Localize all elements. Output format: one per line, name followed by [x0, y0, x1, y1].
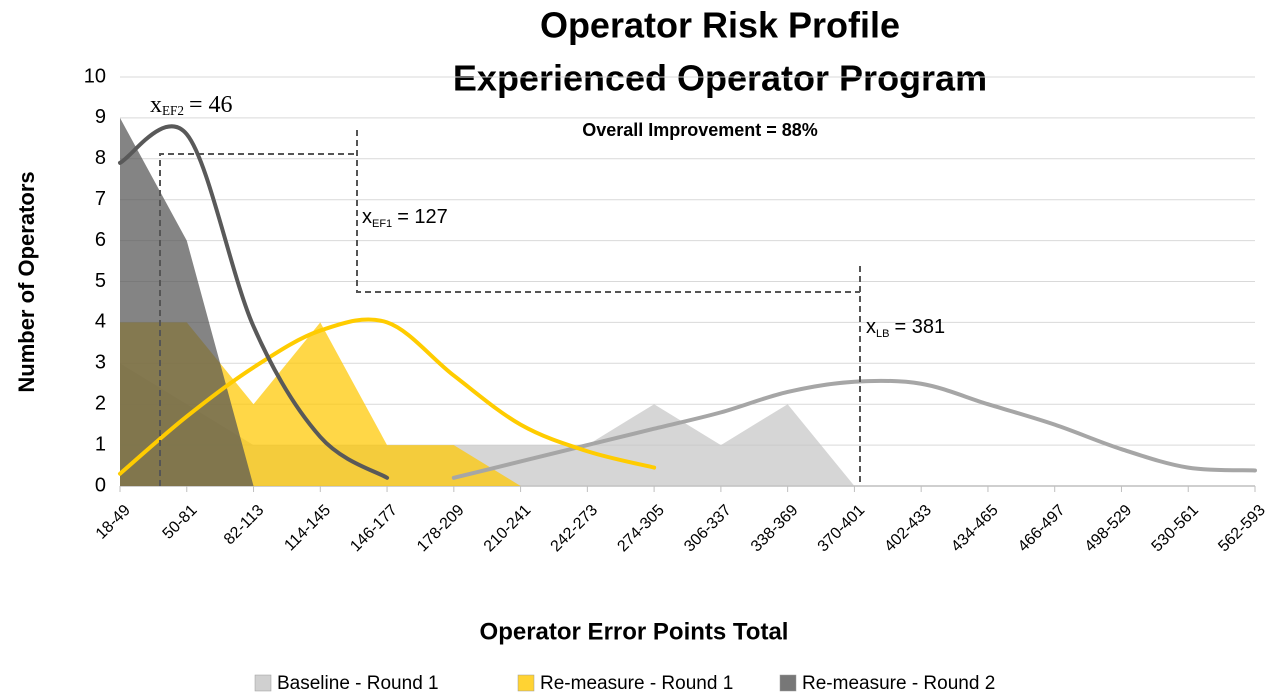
annotation-sub: LB: [876, 328, 889, 340]
x-tick-label: 466-497: [1015, 502, 1069, 556]
x-tick-label: 178-209: [414, 502, 468, 556]
annotation-text: = 46: [189, 92, 233, 118]
fit-curve: [118, 124, 390, 480]
annotation-symbol: x: [150, 92, 162, 118]
x-tick-label: 274-305: [614, 502, 668, 556]
legend-swatch: [779, 674, 797, 692]
x-axis-label: Operator Error Points Total: [480, 618, 789, 645]
dashed-line: [356, 130, 860, 293]
x-tick-label: 82-113: [221, 502, 267, 548]
area: [120, 117, 1255, 487]
x-tick-label: 146-177: [347, 502, 401, 556]
y-tick-label: 0: [95, 474, 106, 496]
legend-label: Re-measure - Round 1: [540, 673, 733, 694]
chart-title: Operator Risk Profile: [540, 5, 900, 46]
x-tick-label: 50-81: [160, 502, 201, 543]
legend-swatch: [517, 674, 535, 692]
x-tick-label: 370-401: [815, 502, 869, 556]
annotation-sub: EF1: [372, 218, 392, 230]
annotation-text: = 381: [894, 316, 945, 338]
annotation-symbol: x: [866, 316, 876, 338]
y-tick-label: 1: [95, 433, 106, 455]
x-tick-label: 242-273: [548, 502, 602, 556]
legend-label: Re-measure - Round 2: [802, 673, 995, 694]
y-axis-label: Number of Operators: [14, 171, 39, 392]
dashed-line: [159, 153, 357, 486]
annotation-text: = 127: [397, 206, 448, 228]
legend-label: Baseline - Round 1: [277, 673, 439, 694]
chart-subtitle: Experienced Operator Program: [453, 58, 987, 99]
x-tick-label: 402-433: [881, 502, 935, 556]
area: [120, 322, 1255, 486]
annotation-symbol: x: [362, 206, 372, 228]
x-tick-label: 18-49: [93, 502, 134, 543]
x-tick-label: 530-561: [1149, 502, 1203, 556]
chart-note: Overall Improvement = 88%: [582, 120, 818, 140]
legend-swatch: [254, 674, 272, 692]
fit-curve: [451, 378, 1257, 480]
y-tick-label: 6: [95, 229, 106, 251]
y-tick-label: 3: [95, 352, 106, 374]
plot-area: [118, 76, 1257, 492]
y-tick-label: 9: [95, 106, 106, 128]
legend: Baseline - Round 1 Re-measure - Round 1 Re…: [254, 673, 995, 694]
annotation: xEF2 = 46: [150, 92, 233, 119]
y-tick-label: 2: [95, 392, 106, 414]
x-tick-label: 434-465: [948, 502, 1002, 556]
y-tick-label: 5: [95, 270, 106, 292]
fit-curve: [118, 317, 657, 476]
y-tick-label: 8: [95, 147, 106, 169]
x-tick-label: 210-241: [481, 502, 535, 556]
annotation: xLB = 381: [866, 316, 945, 340]
y-tick-label: 7: [95, 188, 106, 210]
annotation: xEF1 = 127: [362, 206, 448, 230]
x-tick-label: 562-593: [1215, 502, 1268, 556]
x-tick-label: 306-337: [681, 502, 735, 556]
x-tick-label: 338-369: [748, 502, 802, 556]
y-tick-label: 4: [95, 311, 106, 333]
y-tick-label: 10: [84, 65, 106, 87]
x-tick-label: 114-145: [281, 502, 334, 555]
reference-lines: [159, 130, 861, 486]
x-tick-label: 498-529: [1082, 502, 1136, 556]
annotation-sub: EF2: [162, 103, 184, 118]
